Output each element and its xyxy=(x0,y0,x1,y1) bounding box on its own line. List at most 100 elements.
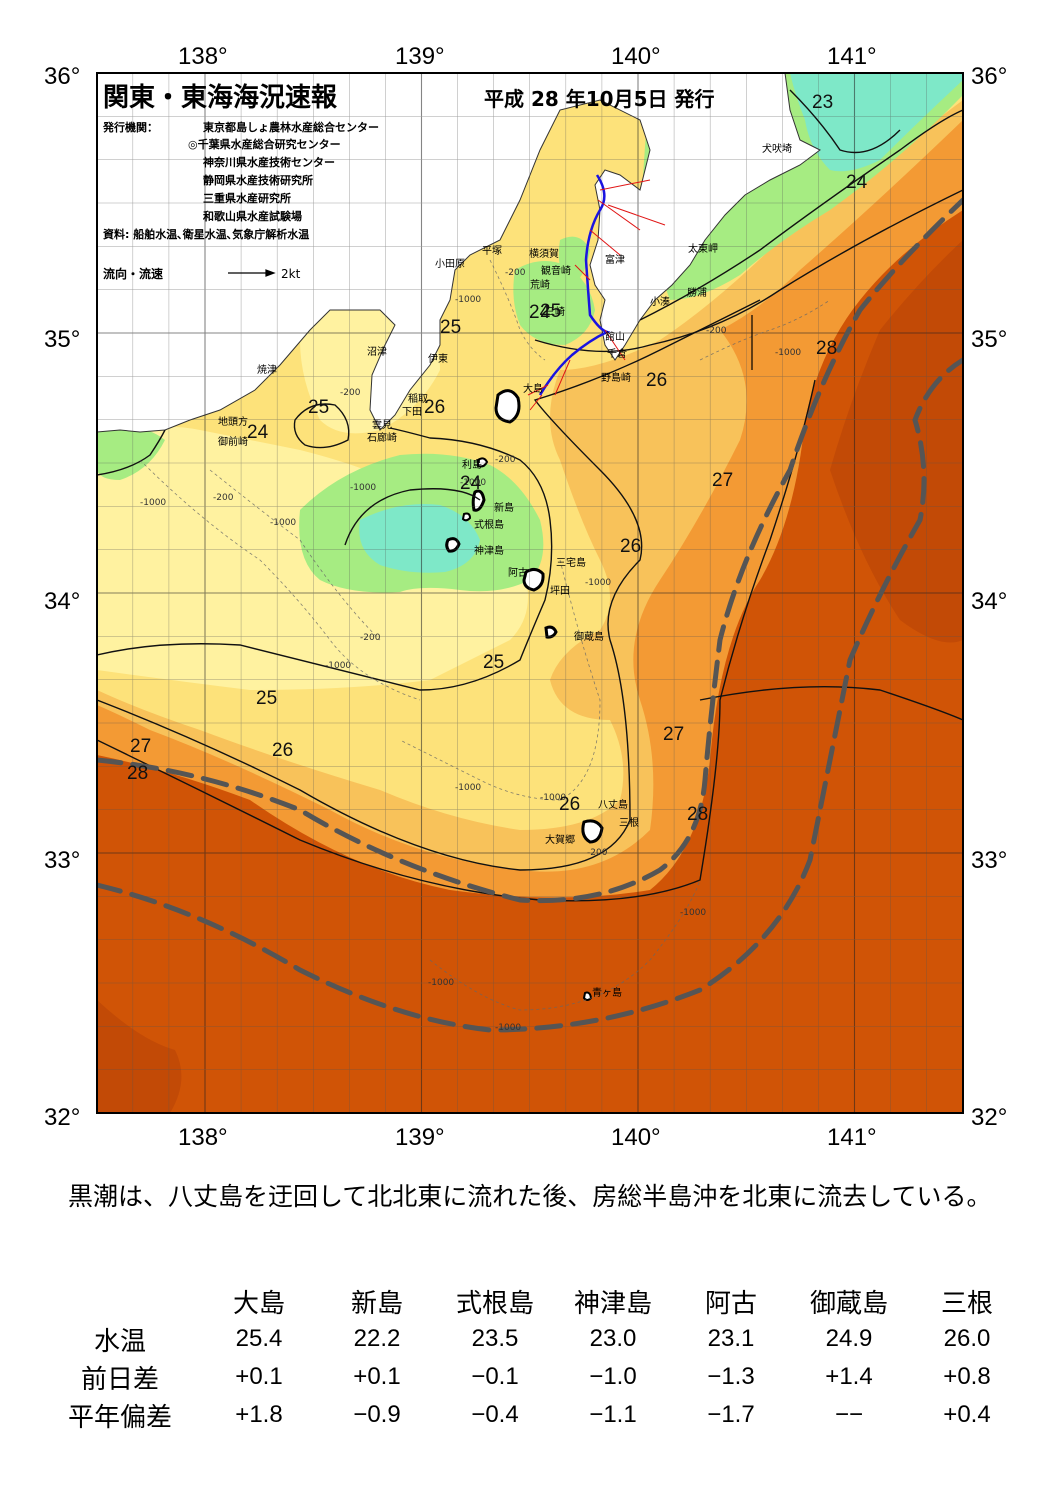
station-header: 大島 xyxy=(232,1288,285,1319)
depth-label: -1000 xyxy=(455,295,481,305)
place-label: 八丈島 xyxy=(598,798,628,811)
isotherm-label: 25 xyxy=(540,301,561,322)
station-header: 三根 xyxy=(940,1288,993,1319)
zone-23-izu xyxy=(359,504,480,573)
place-label: 新島 xyxy=(494,501,514,514)
depth-1000-west xyxy=(139,459,421,701)
station-header: 神津島 xyxy=(573,1288,652,1319)
isotherm-lines xyxy=(97,89,963,902)
lat-label-right: 33° xyxy=(971,847,1007,874)
lon-label-top: 139° xyxy=(395,43,445,70)
table-cell: 23.5 xyxy=(471,1325,519,1352)
depth-label: -200 xyxy=(360,633,381,643)
table-cell: −0.1 xyxy=(471,1363,519,1390)
isotherm-label: 24 xyxy=(846,172,868,193)
map-frame xyxy=(96,72,964,1114)
table-cell: +1.8 xyxy=(235,1401,283,1428)
isotherm-25-boso xyxy=(534,189,963,353)
table-row: 水温 25.4 22.2 23.5 23.0 23.1 24.9 26.0 xyxy=(40,1320,1026,1358)
table-cell: +0.1 xyxy=(235,1363,283,1390)
isotherm-label: 24 xyxy=(247,422,269,443)
lat-label-left: 36° xyxy=(44,63,80,90)
depth-label: -200 xyxy=(587,848,608,858)
place-label: 千倉 xyxy=(607,347,627,360)
lat-label-left: 32° xyxy=(44,1104,80,1131)
issuer-item: 三重県水産研究所 xyxy=(203,191,291,205)
flow-scale-arrow xyxy=(228,269,753,370)
lon-label-top: 141° xyxy=(827,43,877,70)
lon-label-bottom: 139° xyxy=(395,1124,445,1151)
current-vectors xyxy=(527,179,666,411)
place-label: 阿古 xyxy=(508,566,528,579)
lat-label-right: 34° xyxy=(971,588,1007,615)
isotherm-label: 26 xyxy=(620,536,641,557)
place-labels: 犬吠埼 太東岬 勝浦 小湊 館山 千倉 野島崎 富津 横須賀 観音崎 荒崎 三崎… xyxy=(218,142,792,999)
depth-label: -1000 xyxy=(325,661,351,671)
station-header: 新島 xyxy=(350,1288,403,1319)
depth-contours xyxy=(139,259,831,1011)
ship-track-line xyxy=(538,174,611,396)
island-oshima xyxy=(494,389,521,424)
place-label: 式根島 xyxy=(474,518,504,531)
island-hachijojima xyxy=(581,819,604,844)
place-label: 荒崎 xyxy=(530,278,550,291)
isotherm-label: 26 xyxy=(646,370,667,391)
isotherm-label: 28 xyxy=(687,804,708,825)
island-kozushima xyxy=(445,537,461,553)
isotherm-label: 28 xyxy=(127,763,148,784)
data-source: 資料: 船舶水温､衛星水温､気象庁解析水温 xyxy=(103,227,309,241)
lat-label-left: 34° xyxy=(44,588,80,615)
table-cell: −1.1 xyxy=(589,1401,637,1428)
depth-label: -1000 xyxy=(495,1023,521,1033)
lon-label-top: 138° xyxy=(178,43,228,70)
lon-label-bottom: 138° xyxy=(178,1124,228,1151)
lat-label-right: 32° xyxy=(971,1104,1007,1131)
current-vector xyxy=(589,229,621,256)
issue-date: 平成 28 年10月5日 発行 xyxy=(484,87,714,111)
table-header-row: 大島 新島 式根島 神津島 阿古 御蔵島 三根 xyxy=(40,1282,1026,1320)
lat-label-left: 35° xyxy=(44,326,80,353)
place-label: 地頭方 xyxy=(218,415,248,428)
isotherm-24-west xyxy=(97,429,166,476)
place-label: 神津島 xyxy=(474,544,504,557)
place-label: 沼津 xyxy=(367,345,387,358)
place-label: 太東岬 xyxy=(688,242,718,255)
zone-24-west xyxy=(97,426,165,480)
summary-text: 黒潮は、八丈島を迂回して北北東に流れた後、房総半島沖を北東に流去している。 xyxy=(68,1182,992,1211)
table-cell: −1.3 xyxy=(707,1363,755,1390)
isotherm-25-ring xyxy=(293,403,350,449)
island-aogashima xyxy=(582,991,593,1001)
isotherm-label: 23 xyxy=(812,92,833,113)
place-label: 野島崎 xyxy=(601,371,631,384)
place-label: 観音崎 xyxy=(541,264,571,277)
place-label: 青ヶ島 xyxy=(592,986,622,999)
depth-label: -1000 xyxy=(455,783,481,793)
table-cell: +1.4 xyxy=(825,1363,873,1390)
issuer-item: 静岡県水産技術研究所 xyxy=(203,173,313,187)
place-label: 石廊崎 xyxy=(367,431,397,444)
current-vector xyxy=(599,179,651,191)
place-label: 坪田 xyxy=(550,584,570,597)
table-cell: 25.4 xyxy=(235,1325,283,1352)
zone-29-patch-2 xyxy=(830,240,963,643)
kuroshio-axis-outer xyxy=(97,357,963,1033)
current-vector xyxy=(574,264,591,281)
table-row: 前日差 +0.1 +0.1 −0.1 −1.0 −1.3 +1.4 +0.8 xyxy=(40,1358,1026,1396)
station-header: 御蔵島 xyxy=(809,1288,888,1319)
lat-label-right: 36° xyxy=(971,63,1007,90)
lat-label-left: 33° xyxy=(44,847,80,874)
land-honshu xyxy=(97,73,821,433)
place-label: 平塚 xyxy=(482,245,502,257)
kuroshio-axis-main xyxy=(97,197,963,904)
place-label: 大賀郷 xyxy=(545,833,575,846)
place-label: 御前崎 xyxy=(218,435,248,448)
table-cell: −0.4 xyxy=(471,1401,519,1428)
table-cell: −1.7 xyxy=(707,1401,755,1428)
isotherm-27 xyxy=(97,379,816,902)
depth-200-sagami xyxy=(489,259,546,361)
isotherm-24-izu xyxy=(344,488,481,546)
land-bay-water xyxy=(558,236,590,285)
map-header: 関東・東海海況速報 平成 28 年10月5日 発行 発行機関： 東京都島しょ農林… xyxy=(102,83,714,281)
place-label: 下田 xyxy=(402,407,422,418)
table-cell: 23.0 xyxy=(589,1325,637,1352)
